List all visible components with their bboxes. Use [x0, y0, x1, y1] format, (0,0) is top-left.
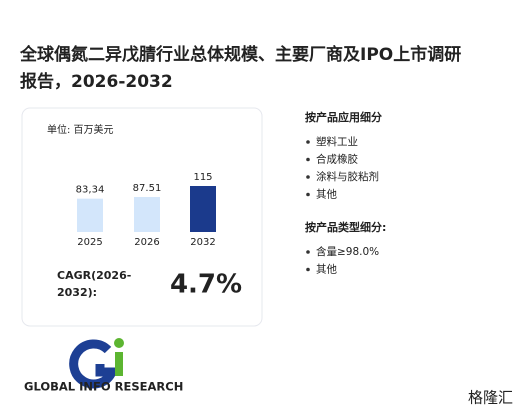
bullet — [306, 157, 310, 162]
logo-i — [115, 352, 123, 376]
value-label: 83,34 — [76, 185, 105, 196]
title-line: 报告，2026-2032 — [20, 71, 173, 92]
category-label: 2032 — [190, 237, 215, 248]
bullet — [306, 250, 310, 254]
segment-item: 含量≥98.0% — [316, 245, 379, 258]
value-label: 87.51 — [133, 183, 162, 194]
logo-g — [69, 339, 119, 389]
unit-label: 单位: 百万美元 — [47, 123, 114, 136]
bullet — [306, 267, 310, 272]
segment-item: 塑料工业 — [316, 135, 358, 148]
bar — [190, 186, 216, 232]
title-line: 全球偶氮二异戊腈行业总体规模、主要厂商及IPO上市调研 — [19, 44, 461, 65]
logo-dot — [114, 338, 124, 348]
segment-item: 合成橡胶 — [316, 153, 358, 166]
cagr-label: CAGR(2026- — [57, 269, 131, 282]
bar — [77, 198, 103, 232]
value-label: 115 — [193, 172, 212, 183]
segment-title: 按产品类型细分: — [305, 220, 386, 234]
bullet — [306, 192, 310, 197]
bullet — [306, 175, 310, 179]
logo-text: GLOBAL INFO RESEARCH — [24, 380, 183, 394]
logo-mark — [69, 338, 124, 389]
category-label: 2025 — [77, 237, 102, 248]
segment-title: 按产品应用细分 — [305, 110, 382, 124]
bullet — [306, 140, 310, 144]
segment-item: 其他 — [316, 188, 337, 201]
cagr-value: 4.7% — [170, 270, 242, 300]
bar — [134, 196, 160, 232]
category-label: 2026 — [134, 237, 159, 248]
segment-item: 涂料与胶粘剂 — [316, 170, 379, 183]
watermark: 格隆汇 — [468, 389, 513, 407]
cagr-label: 2032): — [57, 286, 97, 299]
segment-item: 其他 — [316, 263, 337, 276]
